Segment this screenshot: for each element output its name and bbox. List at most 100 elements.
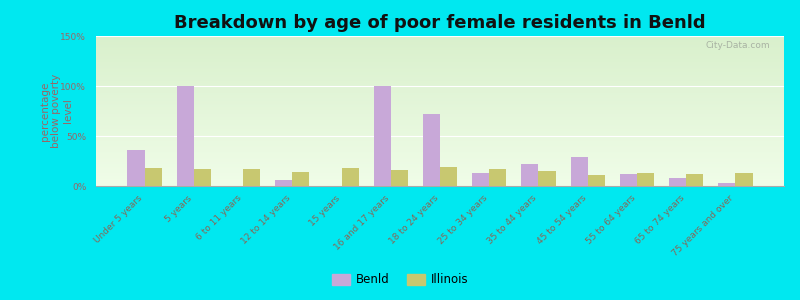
Bar — [735, 173, 753, 186]
Bar — [718, 183, 735, 186]
Bar — [96, 154, 784, 156]
Bar — [96, 72, 784, 74]
Title: Breakdown by age of poor female residents in Benld: Breakdown by age of poor female resident… — [174, 14, 706, 32]
Bar — [96, 138, 784, 140]
Bar — [96, 126, 784, 128]
Bar — [145, 168, 162, 186]
Bar — [275, 180, 292, 186]
Bar — [538, 171, 556, 186]
Bar — [440, 167, 458, 186]
Bar — [96, 36, 784, 38]
Bar — [96, 84, 784, 86]
Bar — [96, 99, 784, 100]
Bar — [570, 157, 588, 186]
Bar — [96, 159, 784, 160]
Bar — [96, 180, 784, 182]
Bar — [96, 98, 784, 99]
Bar — [127, 150, 145, 186]
Bar — [96, 60, 784, 61]
Bar — [96, 148, 784, 150]
Bar — [490, 169, 506, 186]
Bar — [96, 38, 784, 39]
Bar — [669, 178, 686, 186]
Bar — [292, 172, 310, 186]
Bar — [686, 174, 703, 186]
Bar — [96, 174, 784, 176]
Bar — [96, 152, 784, 153]
Bar — [96, 40, 784, 42]
Bar — [96, 160, 784, 162]
Bar — [96, 92, 784, 93]
Bar — [96, 172, 784, 174]
Bar — [96, 171, 784, 172]
Bar — [96, 106, 784, 108]
Bar — [96, 122, 784, 123]
Bar — [96, 162, 784, 164]
Bar — [96, 75, 784, 76]
Bar — [96, 87, 784, 88]
Bar — [96, 123, 784, 124]
Bar — [620, 174, 637, 186]
Bar — [96, 50, 784, 51]
Bar — [96, 57, 784, 58]
Bar — [96, 44, 784, 45]
Bar — [96, 94, 784, 96]
Bar — [96, 103, 784, 105]
Bar — [96, 102, 784, 104]
Bar — [96, 169, 784, 171]
Bar — [96, 74, 784, 75]
Bar — [96, 136, 784, 138]
Bar — [96, 81, 784, 82]
Bar — [96, 134, 784, 135]
Bar — [96, 111, 784, 112]
Bar — [96, 78, 784, 80]
Bar — [96, 167, 784, 168]
Bar — [96, 93, 784, 94]
Bar — [177, 86, 194, 186]
Bar — [96, 176, 784, 177]
Bar — [96, 48, 784, 50]
Bar — [96, 124, 784, 126]
Bar — [243, 169, 260, 186]
Bar — [96, 129, 784, 130]
Bar — [96, 164, 784, 165]
Bar — [96, 153, 784, 154]
Bar — [422, 114, 440, 186]
Bar — [588, 175, 605, 186]
Bar — [96, 52, 784, 54]
Bar — [96, 61, 784, 63]
Bar — [96, 82, 784, 84]
Bar — [96, 88, 784, 90]
Bar — [96, 105, 784, 106]
Bar — [96, 110, 784, 111]
Bar — [96, 182, 784, 183]
Bar — [96, 70, 784, 72]
Bar — [96, 85, 784, 87]
Bar — [96, 45, 784, 46]
Bar — [96, 68, 784, 69]
Bar — [96, 96, 784, 98]
Bar — [96, 183, 784, 184]
Bar — [96, 108, 784, 110]
Bar — [96, 58, 784, 60]
Bar — [96, 63, 784, 64]
Bar — [472, 173, 490, 186]
Bar — [96, 144, 784, 146]
Bar — [96, 118, 784, 120]
Bar — [96, 141, 784, 142]
Bar — [522, 164, 538, 186]
Bar — [96, 116, 784, 117]
Bar — [96, 147, 784, 148]
Bar — [96, 100, 784, 102]
Bar — [96, 128, 784, 129]
Bar — [96, 76, 784, 78]
Bar — [390, 170, 408, 186]
Bar — [96, 42, 784, 44]
Bar — [96, 150, 784, 152]
Bar — [96, 135, 784, 136]
Bar — [637, 173, 654, 186]
Bar — [96, 90, 784, 92]
Bar — [342, 168, 358, 186]
Legend: Benld, Illinois: Benld, Illinois — [327, 269, 473, 291]
Bar — [96, 54, 784, 56]
